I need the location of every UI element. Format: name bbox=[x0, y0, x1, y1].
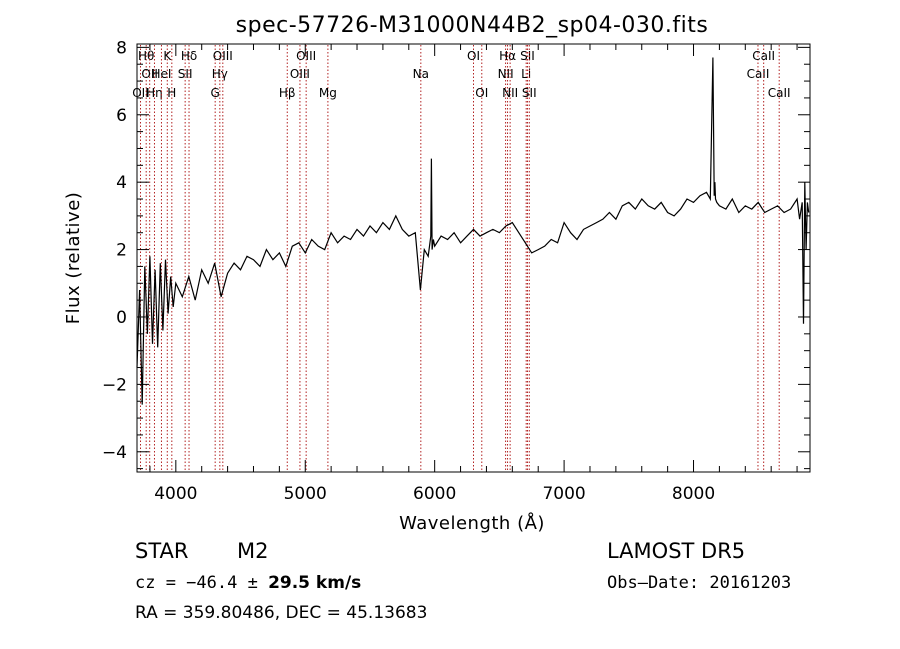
spectral-line-label: SII bbox=[522, 86, 537, 100]
x-tick-label: 6000 bbox=[413, 484, 456, 504]
y-tick-label: 6 bbox=[116, 106, 127, 126]
redshift-prefix: cz = −46.4 ± bbox=[135, 573, 269, 593]
y-tick-label: −4 bbox=[102, 443, 127, 463]
y-axis-label: Flux (relative) bbox=[63, 192, 84, 325]
spectral-line-label: OIII bbox=[213, 49, 233, 63]
redshift-text: cz = −46.4 ± 29.5 km/s bbox=[135, 573, 361, 593]
spectral-line-label: CaII bbox=[752, 49, 775, 63]
spectral-line-label: K bbox=[163, 49, 172, 63]
y-tick-label: 8 bbox=[116, 38, 127, 58]
x-tick-label: 7000 bbox=[542, 484, 585, 504]
spectral-line-label: G bbox=[211, 86, 220, 100]
redshift-value: 29.5 km/s bbox=[268, 573, 362, 593]
spectral-line-label: Li bbox=[521, 67, 531, 81]
spectral-line-label: Hθ bbox=[138, 49, 154, 63]
spectral-line-label: Hβ bbox=[279, 86, 296, 100]
obs-date: Obs–Date: 20161203 bbox=[607, 573, 792, 593]
y-tick-label: −2 bbox=[102, 375, 127, 395]
spectral-line-label: Mg bbox=[319, 86, 337, 100]
spectral-line-label: Hγ bbox=[212, 67, 228, 81]
plot-frame bbox=[136, 43, 811, 473]
spectral-line-label: OII bbox=[141, 67, 158, 81]
spectral-line-label: OI bbox=[475, 86, 488, 100]
spectral-line-label: NII bbox=[498, 67, 514, 81]
x-axis-label: Wavelength (Å) bbox=[399, 512, 545, 534]
chart-title: spec-57726-M31000N44B2_sp04-030.fits bbox=[236, 13, 709, 38]
spectrum-series bbox=[136, 57, 810, 405]
spectral-line-label: OIII bbox=[296, 49, 316, 63]
spectrum-line bbox=[136, 57, 810, 405]
spectrum-chart: spec-57726-M31000N44B2_sp04-030.fits OII… bbox=[63, 13, 811, 534]
x-tick-label: 8000 bbox=[672, 484, 715, 504]
spectral-line-label: NII bbox=[502, 86, 518, 100]
spectral-line-label: Na bbox=[413, 67, 429, 81]
y-tick-label: 2 bbox=[116, 241, 127, 261]
spectral-line-markers: OIIHθOIIHηHeIKHSIIHδGHγOIIIHβOIIIOIIIMgN… bbox=[132, 45, 791, 471]
x-tick-label: 4000 bbox=[154, 484, 197, 504]
x-tick-label: 5000 bbox=[284, 484, 327, 504]
y-tick-label: 0 bbox=[116, 308, 127, 328]
spectral-line-label: CaII bbox=[768, 86, 791, 100]
spectral-line-label: H bbox=[167, 86, 176, 100]
spectral-line-label: HeI bbox=[151, 67, 171, 81]
spectral-line-label: Hδ bbox=[181, 49, 197, 63]
spectral-line-label: OIII bbox=[290, 67, 310, 81]
object-class: STAR bbox=[135, 539, 189, 563]
axis-ticks: 4000 5000 6000 7000 8000 −4 −2 0 2 4 6 8 bbox=[102, 38, 810, 504]
spectral-line-label: Hα bbox=[499, 49, 516, 63]
spectral-line-label: OII bbox=[132, 86, 149, 100]
coordinates: RA = 359.80486, DEC = 45.13683 bbox=[135, 603, 428, 623]
object-subclass: M2 bbox=[237, 539, 269, 563]
spectral-line-label: Hη bbox=[146, 86, 163, 100]
y-tick-label: 4 bbox=[116, 173, 127, 193]
spectral-line-label: SII bbox=[520, 49, 535, 63]
spectral-line-label: CaII bbox=[747, 67, 770, 81]
spectral-line-label: SII bbox=[178, 67, 193, 81]
survey-name: LAMOST DR5 bbox=[607, 539, 746, 563]
spectral-line-label: OI bbox=[467, 49, 480, 63]
